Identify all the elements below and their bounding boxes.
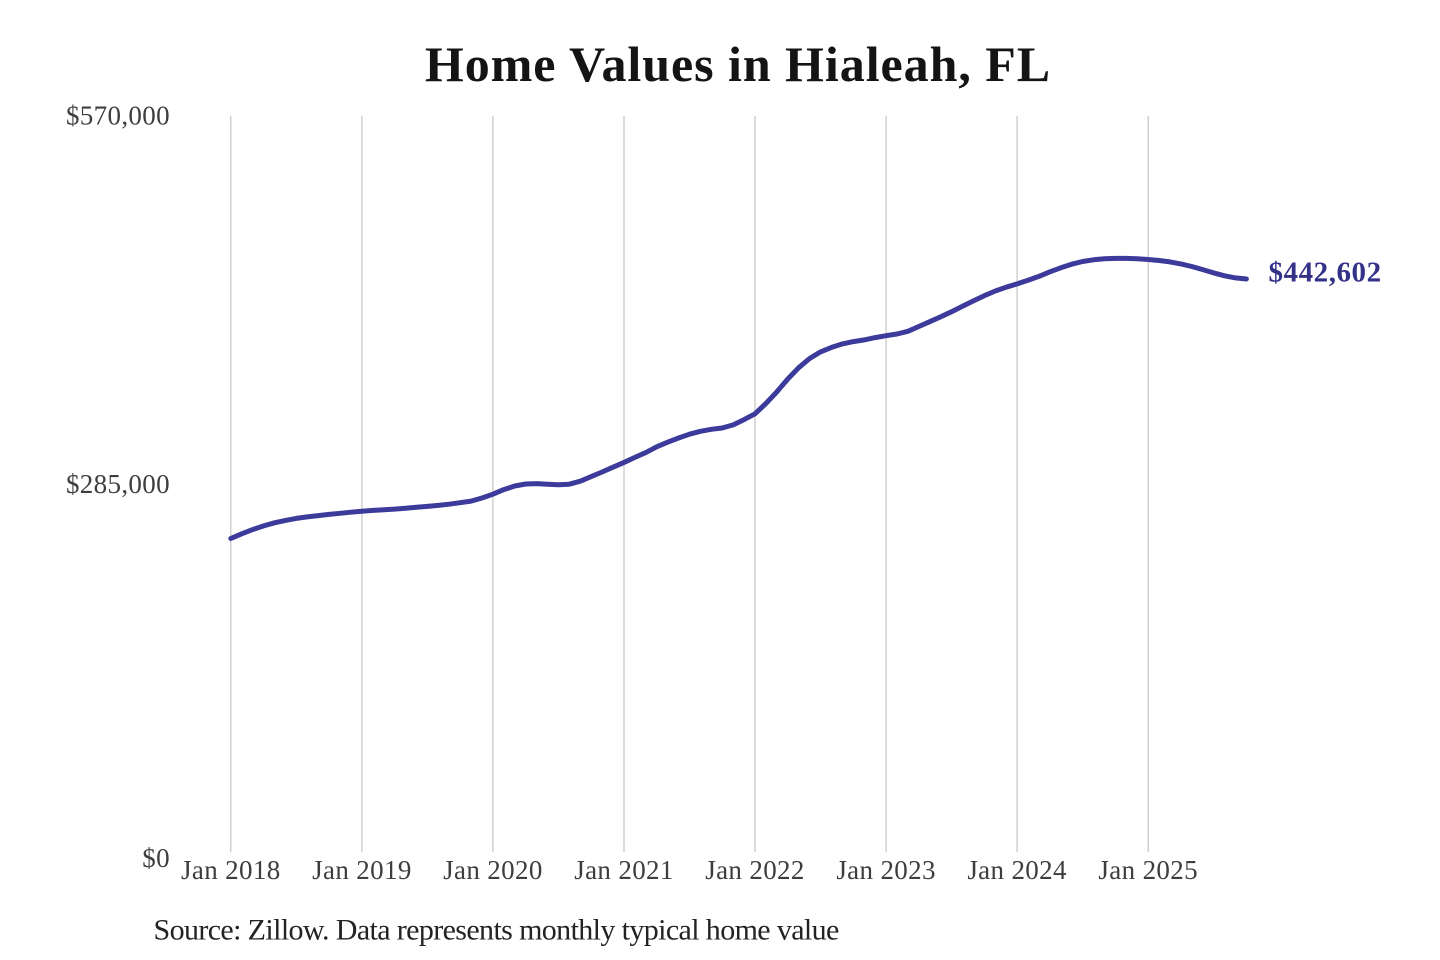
svg-text:Jan 2018: Jan 2018 xyxy=(181,855,281,885)
svg-text:$0: $0 xyxy=(142,843,170,873)
svg-text:Jan 2019: Jan 2019 xyxy=(312,855,412,885)
svg-text:Home Values in Hialeah, FL: Home Values in Hialeah, FL xyxy=(425,36,1051,92)
svg-text:Jan 2024: Jan 2024 xyxy=(967,855,1067,885)
svg-text:Jan 2025: Jan 2025 xyxy=(1098,855,1198,885)
svg-text:Jan 2021: Jan 2021 xyxy=(574,855,674,885)
svg-text:Jan 2022: Jan 2022 xyxy=(705,855,805,885)
svg-text:$442,602: $442,602 xyxy=(1269,257,1382,289)
svg-text:Source: Zillow. Data represent: Source: Zillow. Data represents monthly … xyxy=(154,914,840,947)
svg-text:Jan 2020: Jan 2020 xyxy=(443,855,543,885)
svg-text:Jan 2023: Jan 2023 xyxy=(836,855,936,885)
svg-text:$285,000: $285,000 xyxy=(66,469,170,499)
svg-text:$570,000: $570,000 xyxy=(66,101,170,131)
